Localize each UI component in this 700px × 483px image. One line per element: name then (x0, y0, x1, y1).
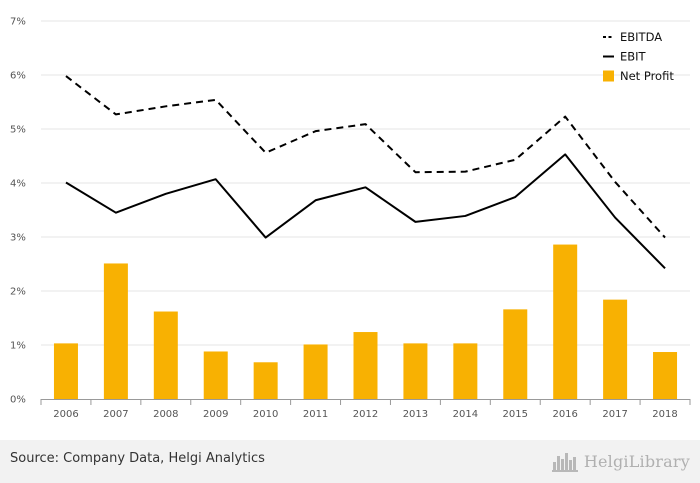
net-profit-bar (303, 344, 328, 399)
x-tick-label: 2009 (203, 409, 228, 420)
net-profit-bar (553, 244, 578, 399)
x-tick-label: 2010 (253, 409, 278, 420)
legend-item: Net Profit (603, 69, 674, 83)
y-tick-label: 6% (10, 71, 26, 82)
net-profit-bar (203, 351, 228, 399)
legend-swatch-net-profit (603, 70, 614, 82)
x-tick-label: 2007 (103, 409, 128, 420)
city-skyline-icon (551, 453, 578, 472)
net-profit-bar (653, 352, 678, 399)
x-tick-label: 2006 (53, 409, 78, 420)
y-tick-label: 7% (10, 17, 26, 28)
net-profit-bar (153, 311, 178, 399)
source-note: Source: Company Data, Helgi Analytics (10, 451, 265, 466)
x-tick-label: 2012 (353, 409, 378, 420)
ebitda-line (65, 75, 666, 239)
x-tick-label: 2015 (503, 409, 528, 420)
x-tick-label: 2017 (602, 409, 627, 420)
x-tick-label: 2014 (453, 409, 478, 420)
net-profit-bar (253, 362, 278, 399)
net-profit-bar (53, 343, 78, 399)
grid-lines (41, 20, 690, 346)
x-tick-label: 2018 (652, 409, 677, 420)
ebit-line (65, 153, 666, 270)
y-tick-label: 5% (10, 125, 26, 136)
y-tick-label: 1% (10, 341, 26, 352)
legend-label: EBITDA (620, 30, 662, 44)
x-tick-label: 2016 (552, 409, 577, 420)
y-tick-label: 2% (10, 287, 26, 298)
net-profit-bar (403, 343, 428, 399)
net-profit-bar (603, 299, 628, 399)
legend: EBITDA EBIT Net Profit (603, 30, 674, 83)
x-axis (40, 399, 691, 405)
line-series (65, 75, 666, 270)
brand-name: HelgiLibrary (583, 451, 690, 471)
brand-logo: HelgiLibrary (551, 448, 690, 474)
y-tick-label: 3% (10, 233, 26, 244)
legend-label: Net Profit (620, 69, 674, 83)
y-axis-tick-labels: 0% 1% 2% 3% 4% 5% 6% 7% (10, 17, 26, 406)
legend-item: EBITDA (603, 30, 662, 44)
legend-label: EBIT (620, 50, 647, 64)
net-profit-bar (503, 309, 528, 399)
x-tick-label: 2013 (403, 409, 428, 420)
legend-item: EBIT (603, 50, 647, 64)
net-profit-bar (103, 263, 128, 399)
x-axis-tick-labels: 2006 2007 2008 2009 2010 2011 2012 2013 2014 2015… (53, 409, 678, 420)
y-tick-label: 4% (10, 179, 26, 190)
x-tick-label: 2011 (303, 409, 328, 420)
chart-footer: Source: Company Data, Helgi Analytics He… (0, 440, 700, 483)
net-profit-bar (353, 332, 378, 399)
x-tick-label: 2008 (153, 409, 178, 420)
net-profit-bars (53, 244, 678, 399)
chart: 0% 1% 2% 3% 4% 5% 6% 7% 2006 2007 2008 2009 2010 201… (10, 17, 691, 420)
y-tick-label: 0% (10, 395, 26, 406)
net-profit-bar (453, 343, 478, 399)
